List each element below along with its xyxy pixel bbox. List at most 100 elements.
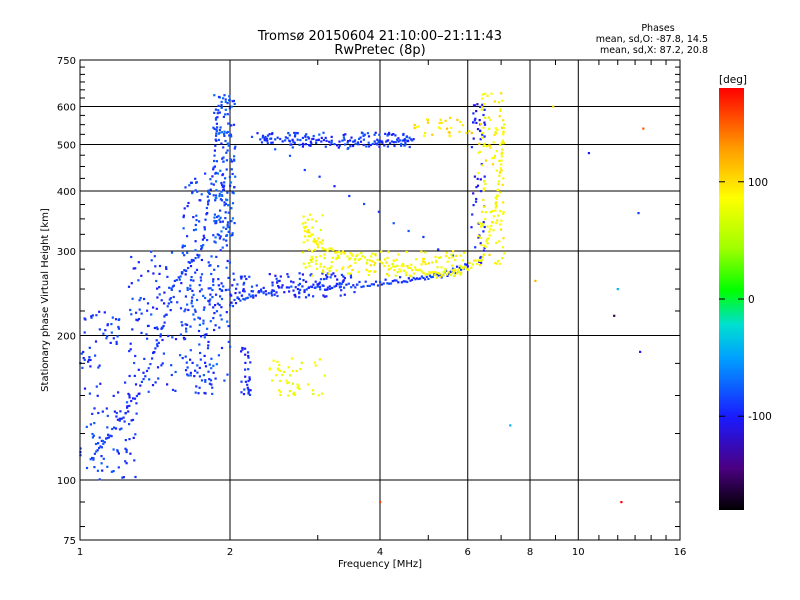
echo-point xyxy=(482,221,485,224)
echo-point xyxy=(209,178,212,181)
echo-point xyxy=(470,146,473,149)
echo-point xyxy=(444,119,447,122)
echo-point xyxy=(413,126,416,130)
echo-point xyxy=(193,318,196,321)
echo-point xyxy=(497,180,501,183)
echo-point xyxy=(498,159,501,162)
echo-point xyxy=(150,250,153,253)
echo-point xyxy=(196,371,199,374)
echo-point xyxy=(210,357,213,360)
echo-point xyxy=(196,190,199,193)
echo-point xyxy=(311,218,314,221)
chart-subtitle: RwPretec (8p) xyxy=(334,43,425,58)
echo-point xyxy=(230,160,233,163)
echo-point xyxy=(215,189,218,192)
echo-point xyxy=(208,192,211,195)
echo-point xyxy=(320,242,323,245)
echo-point xyxy=(262,286,265,289)
echo-point xyxy=(256,132,259,135)
echo-point xyxy=(260,141,264,144)
echo-point xyxy=(202,308,205,311)
echo-point xyxy=(244,347,247,350)
echo-point xyxy=(349,274,352,277)
echo-point xyxy=(115,415,118,418)
echo-point xyxy=(208,378,211,381)
echo-point xyxy=(330,135,333,138)
echo-point xyxy=(478,221,481,224)
echo-point xyxy=(495,197,498,200)
echo-point xyxy=(394,141,397,144)
echo-point xyxy=(211,175,214,178)
echo-point xyxy=(225,131,228,134)
echo-point xyxy=(386,134,389,137)
echo-point xyxy=(118,419,121,422)
echo-point xyxy=(223,204,226,207)
echo-point xyxy=(305,225,308,228)
echo-point xyxy=(314,280,317,283)
echo-point xyxy=(133,459,136,462)
echo-point xyxy=(217,278,220,281)
echo-point xyxy=(209,320,212,323)
echo-point xyxy=(484,218,487,221)
echo-point xyxy=(231,202,235,205)
echo-point xyxy=(220,131,223,134)
echo-point xyxy=(198,386,201,389)
echo-point xyxy=(323,256,326,260)
echo-point xyxy=(287,132,290,135)
echo-point xyxy=(494,262,497,265)
echo-point xyxy=(314,259,318,262)
echo-point xyxy=(501,246,504,249)
echo-point xyxy=(276,294,279,298)
echo-point xyxy=(100,439,103,442)
echo-point xyxy=(329,276,332,279)
echo-point xyxy=(275,374,278,377)
echo-point xyxy=(186,323,189,326)
echo-point xyxy=(126,406,129,409)
echo-point xyxy=(214,199,217,202)
echo-point xyxy=(334,275,337,278)
grid xyxy=(80,60,680,540)
echo-point xyxy=(216,215,219,219)
echo-point xyxy=(207,200,210,203)
echo-point xyxy=(215,128,218,131)
echo-point xyxy=(197,256,200,259)
echo-point xyxy=(249,295,252,298)
echo-point xyxy=(413,272,416,275)
echo-point xyxy=(303,168,306,172)
echo-point xyxy=(189,265,193,268)
echo-point xyxy=(361,255,364,258)
echo-point xyxy=(247,389,251,392)
echo-point xyxy=(420,250,423,253)
echo-point xyxy=(492,141,495,144)
echo-point xyxy=(247,392,250,395)
echo-point xyxy=(461,124,464,127)
echo-point xyxy=(193,375,196,378)
echo-point xyxy=(342,136,345,139)
echo-point xyxy=(206,239,209,242)
echo-point xyxy=(387,264,390,267)
x-tick-label: 4 xyxy=(377,547,383,558)
echo-point xyxy=(371,142,374,145)
echo-point xyxy=(182,227,185,230)
echo-point xyxy=(488,234,491,237)
echo-point xyxy=(451,272,454,275)
echo-point xyxy=(248,378,251,381)
echo-point xyxy=(202,244,205,247)
echo-point xyxy=(189,284,192,287)
echo-point xyxy=(304,135,307,138)
echo-point xyxy=(244,380,247,383)
echo-point xyxy=(219,216,222,219)
echo-point xyxy=(478,263,481,267)
echo-point xyxy=(384,278,387,281)
echo-point xyxy=(340,273,343,276)
echo-point xyxy=(215,180,218,183)
echo-point xyxy=(95,385,98,388)
echo-point xyxy=(140,331,143,334)
echo-point xyxy=(231,284,234,287)
echo-point xyxy=(194,249,197,252)
echo-point xyxy=(313,237,316,241)
echo-point xyxy=(459,264,462,267)
echo-point xyxy=(181,357,184,360)
echo-point xyxy=(399,270,402,273)
echo-point xyxy=(222,226,225,229)
